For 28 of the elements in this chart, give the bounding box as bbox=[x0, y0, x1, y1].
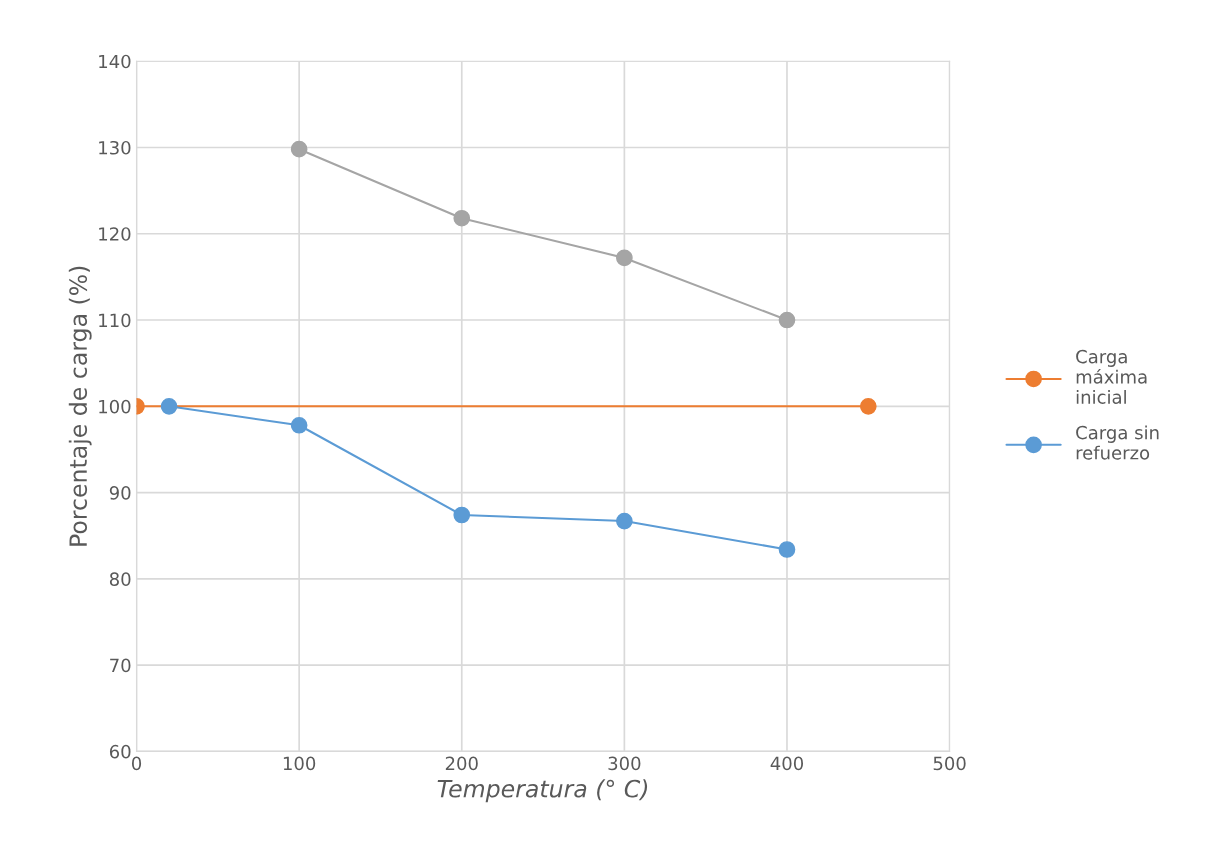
legend-label: Carga sin refuerzo bbox=[1076, 425, 1159, 460]
y-tick-label: 80 bbox=[109, 572, 131, 586]
y-tick-label: 110 bbox=[99, 313, 131, 328]
legend-label: Carga máxima inicial bbox=[1076, 349, 1147, 404]
y-tick-label: 140 bbox=[99, 54, 131, 69]
y-tick-label: 120 bbox=[99, 227, 131, 241]
x-tick-label: 500 bbox=[933, 756, 966, 771]
y-tick-label: 70 bbox=[110, 658, 131, 673]
x-tick-label: 200 bbox=[445, 756, 478, 771]
y-tick-label: 100 bbox=[99, 399, 131, 414]
x-axis-title: Temperatura (° C) bbox=[437, 779, 648, 803]
y-axis-title: Porcentaje de carga (%) bbox=[68, 266, 92, 546]
point bbox=[616, 512, 633, 530]
x-tick-label: 300 bbox=[608, 756, 641, 771]
point bbox=[160, 397, 178, 415]
x-tick-label: 100 bbox=[283, 756, 316, 771]
point bbox=[453, 209, 471, 227]
point bbox=[290, 140, 308, 158]
point bbox=[778, 541, 796, 558]
point bbox=[290, 416, 308, 434]
point bbox=[778, 311, 796, 329]
x-tick-label: 0 bbox=[131, 756, 142, 771]
y-tick-label: 130 bbox=[99, 140, 131, 155]
y-tick-label: 60 bbox=[109, 744, 131, 759]
point bbox=[453, 506, 471, 524]
point bbox=[616, 249, 633, 267]
y-tick-label: 90 bbox=[109, 486, 131, 500]
x-tick-label: 400 bbox=[770, 756, 804, 771]
